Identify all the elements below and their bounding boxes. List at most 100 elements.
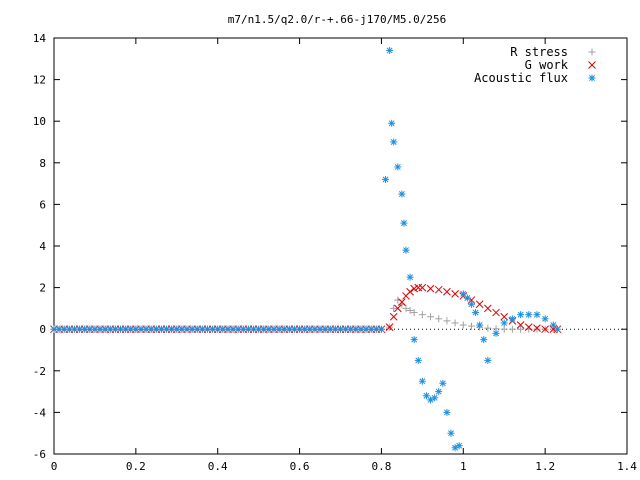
y-tick-label: 14 (33, 32, 47, 45)
y-tick-label: 8 (39, 157, 46, 170)
data-point-baseline (296, 325, 304, 333)
data-point (427, 313, 435, 321)
data-point-baseline (311, 325, 319, 333)
chart-title: m7/n1.5/q2.0/r-+.66-j170/M5.0/256 (228, 13, 447, 26)
data-point (508, 325, 516, 333)
data-point (414, 356, 422, 364)
data-point (406, 306, 414, 314)
data-point (455, 442, 463, 450)
data-point (492, 329, 500, 337)
data-point-baseline (168, 325, 176, 333)
data-point (467, 300, 475, 308)
y-tick-label: -4 (33, 406, 47, 419)
y-tick-label: 10 (33, 115, 46, 128)
legend-label: Acoustic flux (474, 71, 568, 85)
data-point (500, 312, 509, 321)
data-point (426, 284, 435, 293)
plot-frame (53, 37, 628, 455)
data-point (443, 287, 451, 296)
data-point (402, 304, 410, 312)
data-point-baseline (219, 325, 227, 333)
data-point (418, 311, 426, 319)
data-point-baseline (183, 325, 191, 333)
data-point (418, 377, 426, 385)
data-point (475, 300, 484, 309)
data-point (434, 285, 443, 294)
x-tick-label: 0.4 (208, 460, 228, 473)
x-tick-label: 0.2 (126, 460, 146, 473)
y-tick-label: 0 (39, 323, 46, 336)
series-r-stress (50, 296, 557, 333)
data-point (541, 325, 549, 334)
data-point (533, 325, 541, 333)
x-tick-label: 1.4 (617, 460, 637, 473)
data-point (382, 175, 390, 183)
data-point-baseline (132, 325, 140, 333)
data-point-baseline (234, 325, 242, 333)
data-point-baseline (229, 325, 237, 333)
data-point (400, 219, 408, 227)
y-tick-label: -6 (33, 448, 46, 461)
x-tick-label: 1.2 (535, 460, 555, 473)
legend-marker (588, 48, 596, 56)
y-tick-label: 4 (39, 240, 46, 253)
data-point (492, 308, 500, 317)
x-tick-label: 1 (460, 460, 467, 473)
data-point (533, 311, 541, 319)
data-point (439, 379, 447, 387)
y-tick-label: 6 (39, 198, 46, 211)
legend-marker (588, 74, 596, 82)
data-point (443, 317, 451, 325)
data-point (435, 388, 443, 396)
data-point (447, 429, 455, 437)
data-point-baseline (244, 325, 252, 333)
legend-label: R stress (510, 45, 568, 59)
x-axis: 0 0.2 0.4 0.6 0.8 1 1.2 1.4 (51, 38, 637, 473)
data-point (459, 321, 467, 329)
data-point (484, 324, 492, 332)
data-point (541, 315, 549, 323)
data-point (406, 287, 414, 296)
data-point (517, 311, 525, 319)
data-point-baseline (321, 325, 329, 333)
data-point (390, 138, 398, 146)
data-point (484, 356, 492, 364)
data-point (435, 315, 443, 323)
data-point (418, 283, 427, 292)
data-point (443, 408, 451, 416)
data-point (508, 315, 516, 323)
data-point-baseline (76, 325, 84, 333)
data-point-baseline (275, 325, 283, 333)
data-point (393, 304, 402, 313)
data-point-baseline (250, 325, 258, 333)
data-point (451, 319, 459, 327)
data-point (516, 321, 525, 329)
data-point (390, 304, 398, 312)
data-point-baseline (347, 325, 355, 333)
data-point (553, 325, 561, 333)
y-tick-label: 12 (33, 74, 46, 87)
data-point (533, 324, 541, 333)
series-g-work (50, 283, 562, 334)
data-point (472, 309, 480, 317)
data-point-baseline (127, 325, 135, 333)
data-point-baseline (193, 325, 201, 333)
y-tick-label: 2 (39, 282, 46, 295)
data-point-baseline (377, 325, 385, 333)
data-point (388, 119, 396, 127)
data-point (451, 289, 459, 298)
data-point-baseline (60, 325, 68, 333)
x-tick-label: 0.8 (371, 460, 391, 473)
data-point (500, 325, 508, 333)
legend-label: G work (525, 58, 569, 72)
data-point (467, 322, 475, 330)
series-marks (50, 46, 562, 452)
data-point-baseline (147, 325, 155, 333)
data-point-baseline (331, 325, 339, 333)
data-point (517, 325, 525, 333)
data-point-baseline (265, 325, 273, 333)
data-point (402, 246, 410, 254)
data-point (410, 336, 418, 344)
data-point (524, 323, 533, 331)
y-tick-label: -2 (33, 365, 46, 378)
